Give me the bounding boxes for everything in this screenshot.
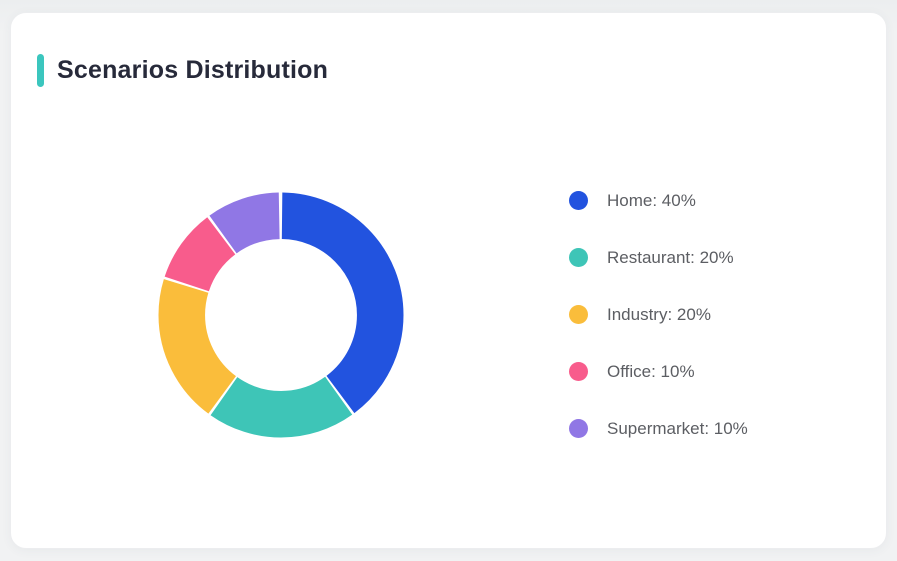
legend-item-supermarket[interactable]: Supermarket: 10% bbox=[569, 419, 748, 439]
legend-item-home[interactable]: Home: 40% bbox=[569, 191, 748, 211]
legend-dot-restaurant bbox=[569, 248, 588, 267]
legend-item-office[interactable]: Office: 10% bbox=[569, 362, 748, 382]
title-accent-bar bbox=[37, 53, 44, 87]
legend-dot-office bbox=[569, 362, 588, 381]
legend-dot-supermarket bbox=[569, 419, 588, 438]
legend-label-restaurant: Restaurant: 20% bbox=[607, 247, 734, 267]
legend-label-supermarket: Supermarket: 10% bbox=[607, 418, 748, 438]
donut-slice-home[interactable] bbox=[158, 192, 404, 437]
legend-item-restaurant[interactable]: Restaurant: 20% bbox=[569, 248, 748, 268]
donut-chart bbox=[158, 192, 404, 437]
scenarios-distribution-card: Scenarios Distribution Home: 40% Restaura… bbox=[10, 12, 887, 549]
legend-item-industry[interactable]: Industry: 20% bbox=[569, 305, 748, 325]
legend-label-home: Home: 40% bbox=[607, 190, 696, 210]
card-main: Home: 40% Restaurant: 20% Industry: 20% Off… bbox=[11, 87, 886, 542]
legend-label-industry: Industry: 20% bbox=[607, 304, 711, 324]
card-header: Scenarios Distribution bbox=[11, 13, 886, 87]
legend-dot-home bbox=[569, 191, 588, 210]
legend-label-office: Office: 10% bbox=[607, 361, 695, 381]
legend-dot-industry bbox=[569, 305, 588, 324]
chart-legend: Home: 40% Restaurant: 20% Industry: 20% Off… bbox=[551, 191, 748, 439]
chart-area bbox=[11, 190, 551, 440]
card-title: Scenarios Distribution bbox=[57, 55, 329, 84]
donut-slice-industry[interactable] bbox=[158, 192, 404, 437]
donut-slice-restaurant[interactable] bbox=[158, 192, 404, 437]
